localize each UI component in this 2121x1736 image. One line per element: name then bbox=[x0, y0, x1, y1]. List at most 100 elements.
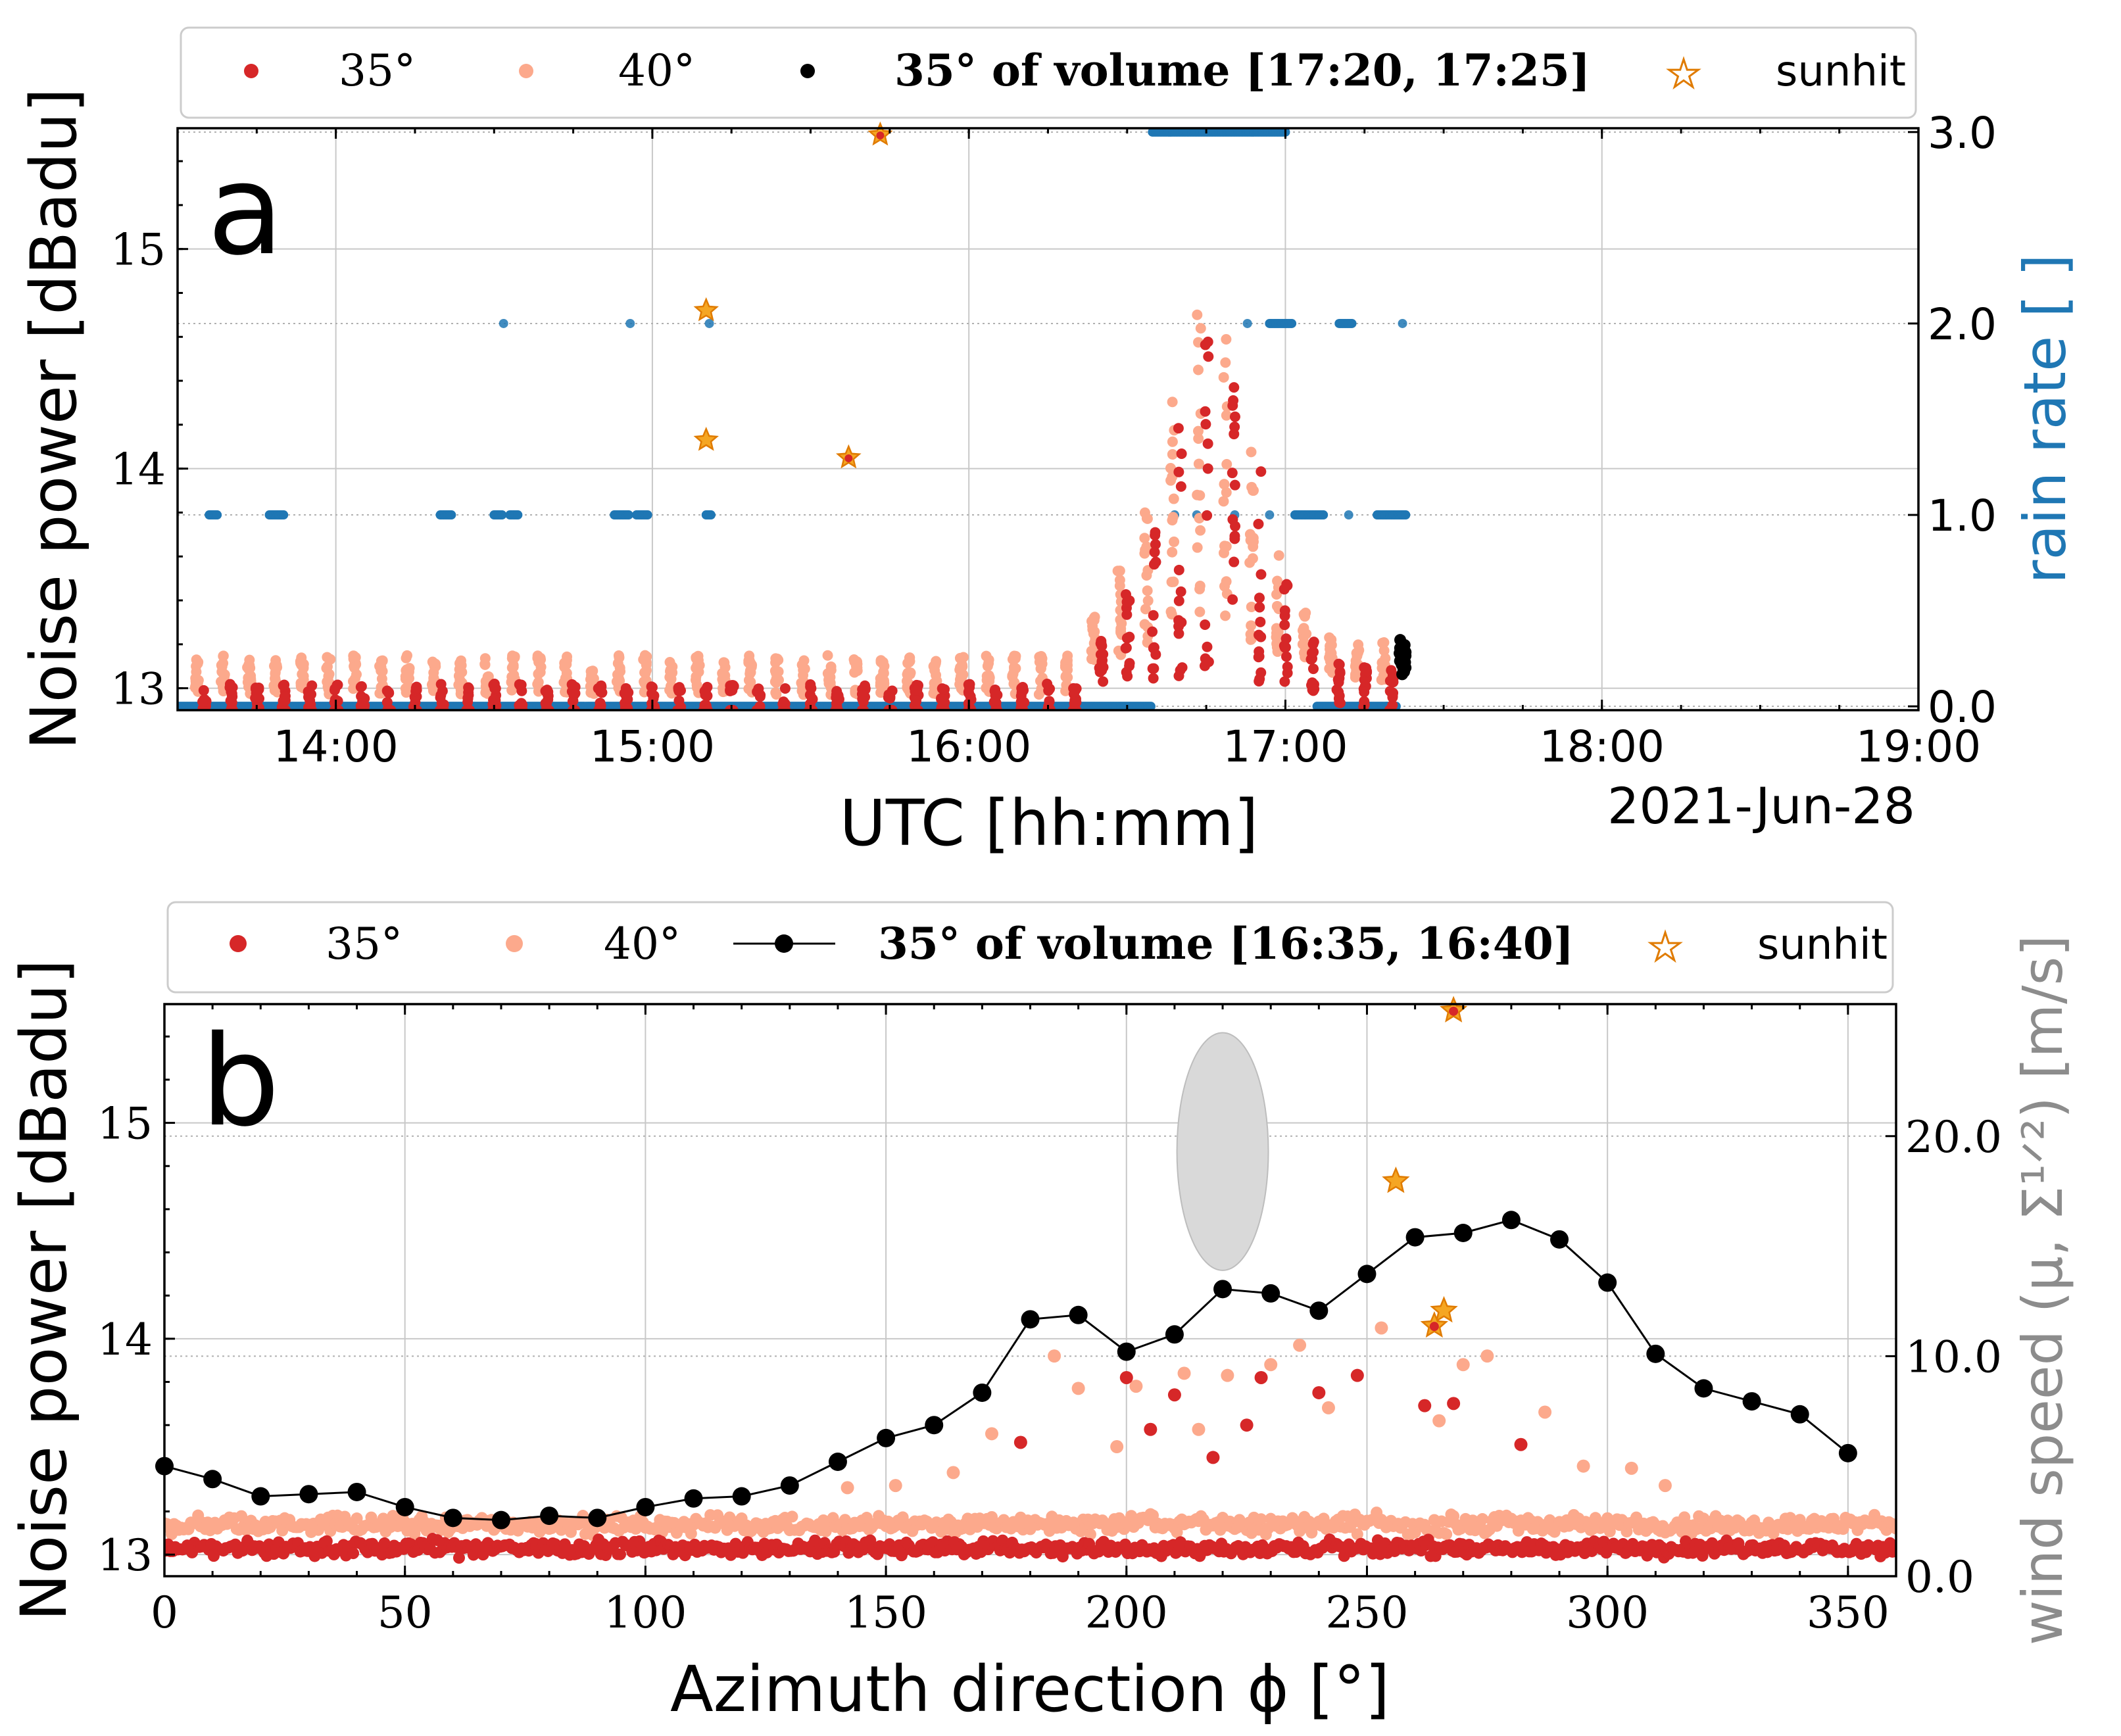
noise-40-point bbox=[1060, 685, 1071, 696]
legend-b-sunhit-label: sunhit bbox=[1757, 921, 1888, 969]
noise-40-point bbox=[639, 676, 650, 687]
noise-35-point bbox=[1227, 594, 1238, 605]
noise-40-point bbox=[896, 1511, 909, 1524]
noise-35-point bbox=[514, 700, 525, 710]
ytick-b-label: 14 bbox=[97, 1314, 153, 1365]
rain-rate-point bbox=[1398, 318, 1407, 328]
volume-35-marker bbox=[636, 1497, 655, 1516]
noise-40-point bbox=[454, 668, 466, 679]
noise-40-point bbox=[613, 650, 624, 662]
noise-35-point bbox=[621, 705, 632, 710]
noise-35-point bbox=[1096, 640, 1108, 652]
noise-40-point bbox=[1112, 566, 1123, 577]
noise-35-point bbox=[1307, 639, 1319, 650]
noise-35-point bbox=[936, 693, 947, 704]
noise-40-point bbox=[1350, 671, 1361, 683]
noise-40-point bbox=[825, 665, 837, 676]
noise-40-outlier bbox=[889, 1479, 902, 1493]
volume-35-marker bbox=[877, 1428, 896, 1447]
noise-40-point bbox=[1168, 576, 1179, 587]
rain-rate-point bbox=[1242, 318, 1252, 328]
noise-40-point bbox=[1246, 620, 1257, 631]
noise-40-point bbox=[565, 1526, 577, 1538]
noise-40-point bbox=[1167, 512, 1179, 523]
rain-rate-point bbox=[447, 510, 456, 520]
wind-ellipse bbox=[1176, 1032, 1269, 1271]
noise-35-point bbox=[1175, 586, 1186, 597]
noise-40-point bbox=[325, 654, 336, 665]
ytick-a-label: 15 bbox=[110, 225, 166, 276]
noise-40-outlier bbox=[1321, 1401, 1335, 1414]
sunhit-star bbox=[693, 426, 719, 451]
xtick-a-label: 15:00 bbox=[590, 721, 715, 772]
noise-40-point bbox=[1353, 639, 1364, 650]
noise-35-point bbox=[305, 695, 316, 706]
noise-40-point bbox=[1194, 606, 1206, 617]
noise-35-point bbox=[224, 679, 235, 690]
noise-40-outlier bbox=[1177, 1366, 1191, 1380]
rain-rate-point bbox=[623, 510, 633, 520]
noise-40-point bbox=[717, 667, 728, 679]
noise-35-point bbox=[1254, 629, 1265, 640]
noise-35-point bbox=[1121, 667, 1132, 678]
noise-40-point bbox=[1009, 665, 1020, 676]
noise-35-point bbox=[673, 705, 685, 710]
rain-rate-point bbox=[1347, 318, 1357, 328]
noise-35-point bbox=[1229, 422, 1240, 433]
noise-35-point bbox=[306, 705, 317, 710]
panel-label-b: b bbox=[201, 1009, 280, 1154]
volume-35-marker bbox=[1453, 1224, 1473, 1242]
noise-40-outlier bbox=[1221, 1368, 1234, 1382]
noise-40-point bbox=[1218, 372, 1229, 383]
noise-35-point bbox=[381, 696, 393, 708]
ytick-b-label: 15 bbox=[97, 1099, 153, 1149]
noise-35-point bbox=[1202, 438, 1213, 449]
noise-35-point bbox=[992, 689, 1003, 700]
noise-35-point bbox=[1229, 382, 1240, 393]
noise-40-point bbox=[983, 670, 994, 681]
noise-40-point bbox=[218, 650, 229, 662]
noise-35-point bbox=[779, 698, 791, 710]
noise-40-point bbox=[1036, 651, 1047, 662]
volume-35-marker bbox=[1646, 1344, 1665, 1363]
rain-rate-point bbox=[1146, 702, 1156, 710]
noise-35-point bbox=[228, 705, 238, 710]
noise-40-point bbox=[1273, 550, 1284, 561]
xtick-a-label: 14:00 bbox=[274, 721, 399, 772]
noise-35-point bbox=[779, 683, 791, 694]
noise-35-point bbox=[864, 1534, 877, 1547]
noise-35-point bbox=[1096, 656, 1108, 667]
noise-35-point bbox=[1387, 700, 1398, 710]
noise-35-series-a bbox=[197, 336, 1399, 710]
noise-40-outlier bbox=[1110, 1440, 1124, 1454]
noise-40-point bbox=[1192, 425, 1204, 437]
volume-35-marker bbox=[1742, 1392, 1761, 1411]
volume-35-marker bbox=[395, 1497, 414, 1516]
y2tick-a-label: 2.0 bbox=[1928, 299, 1997, 350]
noise-40-outlier bbox=[1456, 1358, 1470, 1372]
noise-35-point bbox=[514, 679, 525, 690]
volume-35-marker bbox=[1501, 1211, 1521, 1230]
noise-40-point bbox=[1061, 654, 1073, 665]
noise-40-outlier bbox=[985, 1427, 998, 1441]
volume-35-marker bbox=[780, 1476, 799, 1495]
noise-35-point bbox=[1254, 651, 1265, 662]
noise-40-point bbox=[983, 654, 994, 665]
noise-35-point bbox=[1071, 683, 1082, 694]
panel-label-a: a bbox=[207, 137, 283, 283]
noise-35-outlier bbox=[1350, 1368, 1364, 1382]
noise-40-point bbox=[786, 1510, 798, 1523]
noise-40-point bbox=[796, 660, 808, 671]
noise-40-outlier bbox=[841, 1481, 854, 1495]
rain-rate-point bbox=[212, 510, 222, 520]
sunhit-star bbox=[1430, 1295, 1458, 1323]
noise-35-point bbox=[1229, 479, 1240, 491]
noise-35-outlier bbox=[1206, 1451, 1220, 1464]
noise-35-point bbox=[1121, 633, 1133, 644]
noise-40-point bbox=[1218, 496, 1229, 507]
noise-35-point bbox=[939, 684, 950, 695]
noise-40-point bbox=[507, 650, 518, 662]
noise-40-outlier bbox=[1375, 1321, 1388, 1335]
noise-35-point bbox=[1147, 626, 1158, 637]
